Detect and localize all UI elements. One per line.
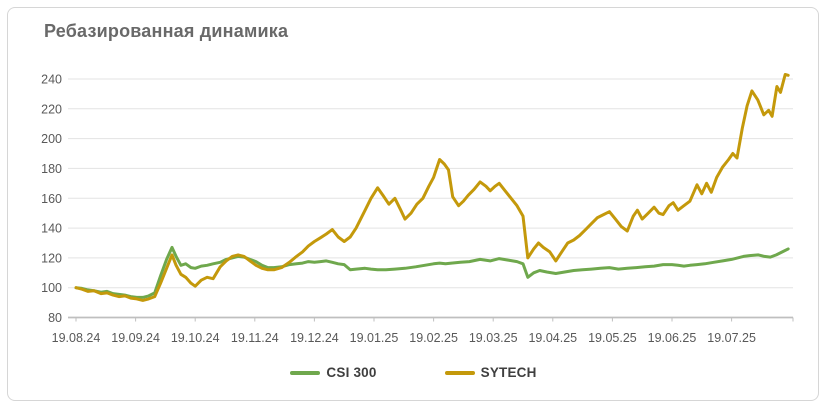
y-axis-tick-label: 100 bbox=[41, 281, 62, 295]
series-line-sytech[interactable] bbox=[74, 73, 790, 302]
x-axis-tick-label: 19.06.25 bbox=[648, 331, 697, 345]
legend-line-swatch-sytech bbox=[444, 370, 475, 375]
chart-title[interactable]: Ребазированная динамика bbox=[44, 21, 289, 41]
legend-line-swatch-csi-300 bbox=[290, 370, 321, 375]
y-axis-tick-label: 80 bbox=[48, 311, 62, 325]
series-line-csi-300[interactable] bbox=[74, 245, 790, 299]
legend-label-csi-300: CSI 300 bbox=[326, 365, 377, 380]
y-axis-tick-label: 240 bbox=[41, 73, 62, 87]
x-axis-tick-label: 19.08.24 bbox=[52, 331, 101, 345]
legend-item-sytech[interactable]: SYTECH bbox=[444, 365, 537, 380]
x-axis-tick-label: 19.10.24 bbox=[171, 331, 220, 345]
y-axis-tick-label: 120 bbox=[41, 251, 62, 265]
y-axis-tick-label: 200 bbox=[41, 132, 62, 146]
x-axis-tick-label: 19.01.25 bbox=[350, 331, 399, 345]
chart-card[interactable]: Ребазированная динамика bbox=[7, 7, 819, 401]
legend-label-sytech: SYTECH bbox=[480, 365, 537, 380]
legend: CSI 300 SYTECH bbox=[0, 365, 827, 380]
legend-item-csi-300[interactable]: CSI 300 bbox=[290, 365, 376, 380]
x-axis-tick-label: 19.05.25 bbox=[588, 331, 637, 345]
x-axis-tick-label: 19.09.24 bbox=[111, 331, 160, 345]
y-axis-tick-label: 180 bbox=[41, 162, 62, 176]
x-axis-tick-label: 19.11.24 bbox=[231, 331, 279, 345]
x-axis-tick-label: 19.04.25 bbox=[528, 331, 577, 345]
x-axis-tick-label: 19.03.25 bbox=[469, 331, 518, 345]
y-axis-tick-label: 160 bbox=[41, 192, 62, 206]
x-axis-tick-label: 19.02.25 bbox=[409, 331, 458, 345]
x-axis-tick-label: 19.12.24 bbox=[290, 331, 339, 345]
y-axis-tick-label: 220 bbox=[41, 102, 62, 116]
y-axis-tick-label: 140 bbox=[41, 222, 62, 236]
x-axis-tick-label: 19.07.25 bbox=[707, 331, 756, 345]
